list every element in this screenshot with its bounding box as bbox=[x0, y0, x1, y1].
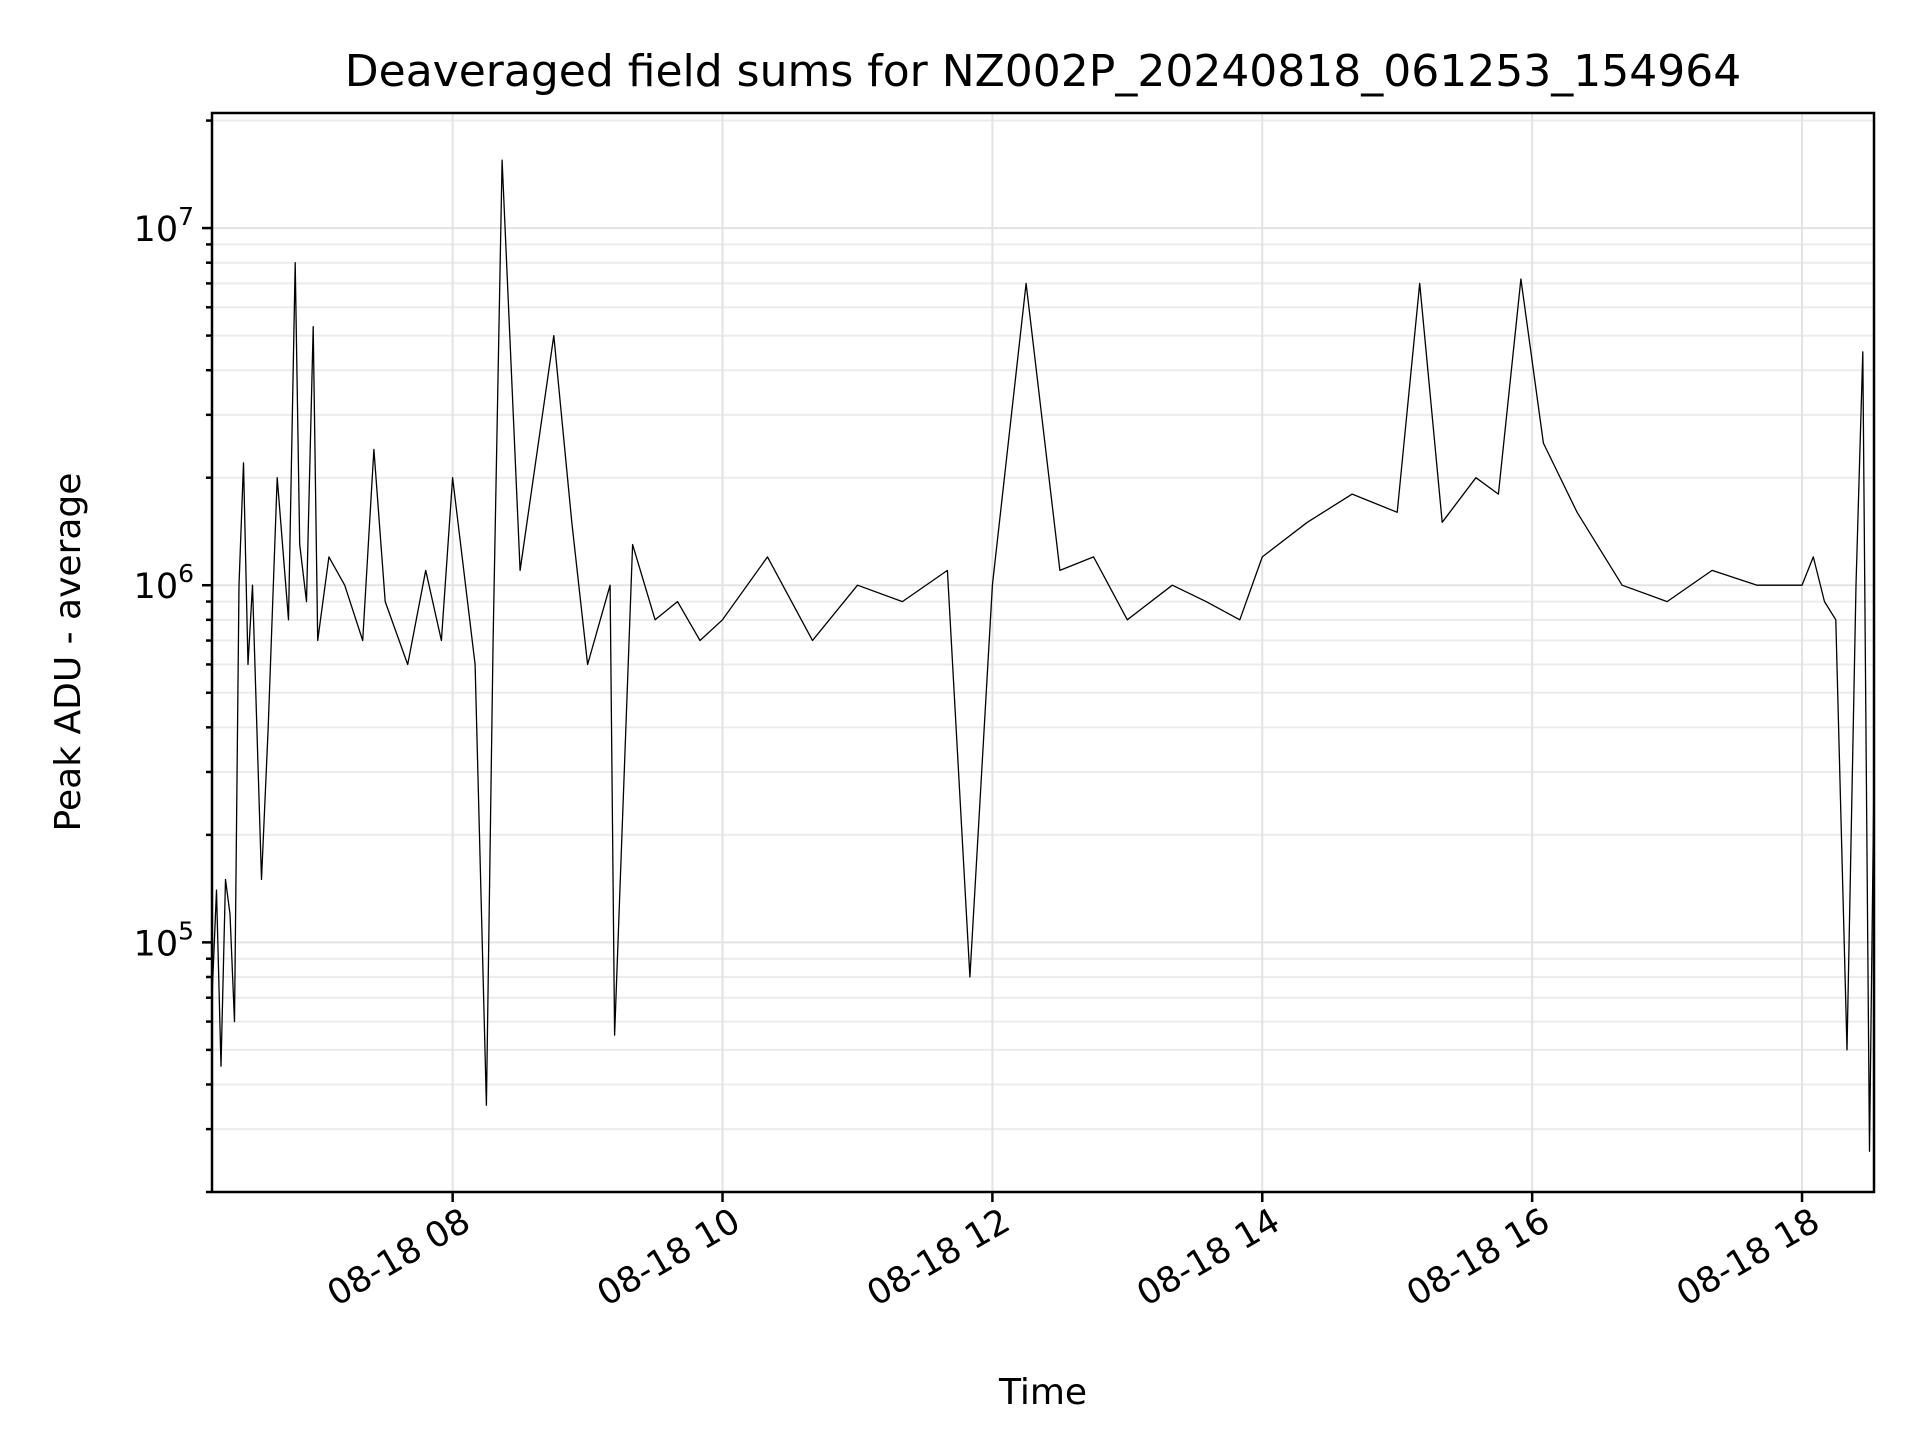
plot-frame bbox=[210, 111, 1876, 1194]
series-line-0 bbox=[211, 159, 1875, 1152]
tick-marks bbox=[202, 119, 1804, 1202]
y-tick-base: 10 bbox=[134, 567, 179, 607]
y-tick-label: 106 bbox=[134, 559, 194, 607]
y-axis-label: Peak ADU - average bbox=[48, 473, 89, 832]
y-tick-label: 107 bbox=[134, 202, 194, 250]
x-axis-label: Time bbox=[998, 1372, 1087, 1413]
chart-title: Deaveraged field sums for NZ002P_2024081… bbox=[345, 46, 1741, 97]
y-tick-base: 10 bbox=[134, 924, 179, 964]
y-tick-exponent: 7 bbox=[178, 202, 194, 231]
series-layer bbox=[211, 159, 1875, 1152]
y-tick-base: 10 bbox=[134, 210, 179, 250]
y-tick-exponent: 6 bbox=[178, 559, 194, 588]
y-tick-label: 105 bbox=[134, 916, 194, 964]
y-tick-exponent: 5 bbox=[178, 916, 194, 945]
